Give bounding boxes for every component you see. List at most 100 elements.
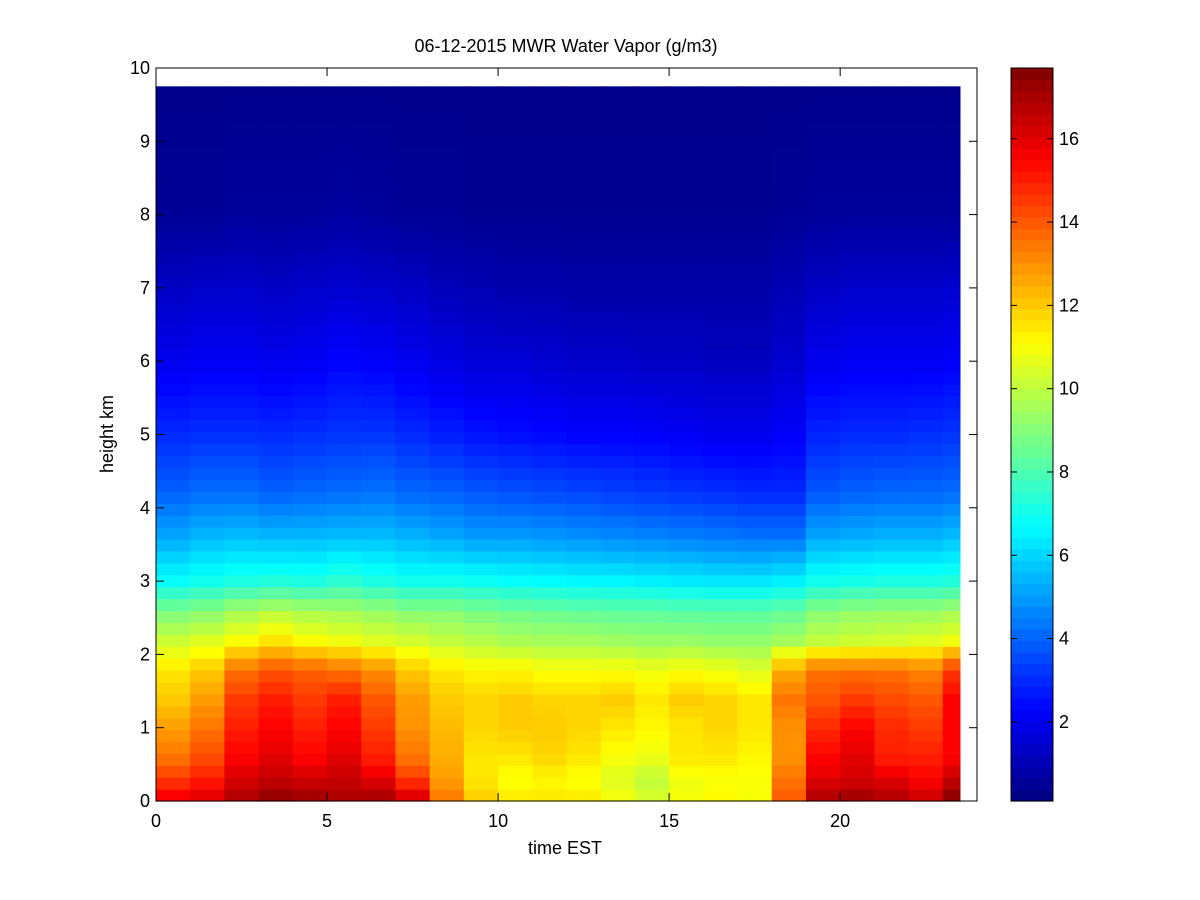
heatmap-cell [942, 753, 961, 766]
heatmap-cell [874, 86, 910, 99]
heatmap-cell [566, 598, 602, 612]
heatmap-cell [805, 550, 841, 564]
heatmap-cell [532, 288, 568, 302]
heatmap-cell [258, 777, 294, 790]
heatmap-cell [669, 229, 704, 242]
heatmap-cell [737, 622, 773, 635]
heatmap-cell [771, 241, 807, 254]
heatmap-cell [703, 229, 739, 242]
heatmap-cell [600, 479, 636, 492]
heatmap-cell [532, 443, 568, 457]
heatmap-cell [771, 110, 807, 123]
heatmap-cell [669, 693, 704, 707]
heatmap-cell [327, 777, 362, 790]
heatmap-cell [327, 515, 362, 528]
heatmap-cell [669, 550, 704, 564]
heatmap-cell [703, 753, 739, 766]
heatmap-cell [361, 122, 397, 135]
heatmap-cell [532, 789, 568, 802]
heatmap-cell [737, 598, 773, 612]
heatmap-cell [908, 264, 944, 278]
heatmap-cell [669, 622, 704, 635]
heatmap-cell [669, 110, 704, 123]
heatmap-cell [703, 86, 739, 99]
y-tick-label: 0 [140, 791, 150, 811]
heatmap-cell [395, 765, 431, 778]
heatmap-cell [156, 705, 191, 719]
heatmap-cell [805, 157, 841, 171]
heatmap-cell [361, 765, 397, 778]
heatmap-cell [327, 396, 362, 409]
heatmap-cell [634, 777, 670, 790]
heatmap-cell [737, 205, 773, 218]
heatmap-cell [805, 479, 841, 492]
heatmap-cell [737, 384, 773, 397]
heatmap-cell [703, 705, 739, 719]
heatmap-cell [395, 86, 431, 99]
heatmap-cell [463, 765, 499, 778]
heatmap-cell [292, 300, 328, 314]
heatmap-cell [156, 241, 191, 254]
heatmap-cell [327, 527, 362, 540]
heatmap-cell [566, 669, 602, 683]
heatmap-cell [498, 527, 533, 540]
heatmap-cell [737, 717, 773, 731]
chart-title: 06-12-2015 MWR Water Vapor (g/m3) [414, 36, 717, 56]
heatmap-cell [224, 276, 260, 290]
heatmap-cell [942, 527, 961, 540]
heatmap-cell [874, 276, 910, 290]
heatmap-cell [805, 407, 841, 421]
colorbar-segment [1011, 537, 1053, 550]
heatmap-cell [600, 789, 636, 802]
heatmap-cell [874, 789, 910, 802]
heatmap-cell [532, 586, 568, 600]
heatmap-cell [395, 741, 431, 754]
heatmap-cell [292, 789, 328, 802]
heatmap-cell [292, 324, 328, 338]
heatmap-cell [224, 348, 260, 361]
heatmap-cell [805, 98, 841, 111]
x-tick-label: 20 [830, 811, 850, 831]
colorbar-segment [1011, 182, 1053, 195]
heatmap-cell [874, 157, 910, 171]
heatmap-cell [566, 717, 602, 731]
heatmap-cell [258, 586, 294, 600]
heatmap-cell [224, 610, 260, 623]
heatmap-cell [395, 336, 431, 349]
heatmap-cell [498, 241, 533, 254]
heatmap-cell [429, 205, 465, 218]
heatmap-cell [942, 705, 961, 719]
heatmap-cell [771, 610, 807, 623]
heatmap-cell [292, 741, 328, 754]
heatmap-cell [429, 586, 465, 600]
heatmap-cell [703, 241, 739, 254]
y-tick-label: 9 [140, 131, 150, 151]
heatmap-cell [156, 288, 191, 302]
heatmap-cell [498, 741, 533, 754]
heatmap-cell [600, 503, 636, 516]
heatmap-cell [190, 789, 226, 802]
colorbar-tick-label: 8 [1059, 462, 1069, 482]
heatmap-cell [532, 407, 568, 421]
heatmap-cell [532, 455, 568, 469]
heatmap-cell [840, 241, 875, 254]
heatmap-cell [805, 229, 841, 242]
heatmap-cell [429, 145, 465, 159]
heatmap-cell [942, 133, 961, 147]
heatmap-cell [156, 467, 191, 480]
heatmap-cell [634, 467, 670, 480]
heatmap-cell [737, 586, 773, 600]
heatmap-cell [874, 717, 910, 731]
heatmap-cell [156, 384, 191, 397]
heatmap-cell [669, 360, 704, 373]
heatmap-cell [395, 300, 431, 314]
heatmap-cell [908, 669, 944, 683]
heatmap-cell [805, 646, 841, 659]
heatmap-cell [327, 169, 362, 183]
heatmap-cell [498, 562, 533, 576]
heatmap-cell [292, 372, 328, 385]
heatmap-cell [737, 705, 773, 719]
heatmap-cell [771, 193, 807, 207]
colorbar-segment [1011, 526, 1053, 539]
heatmap-cell [942, 455, 961, 469]
